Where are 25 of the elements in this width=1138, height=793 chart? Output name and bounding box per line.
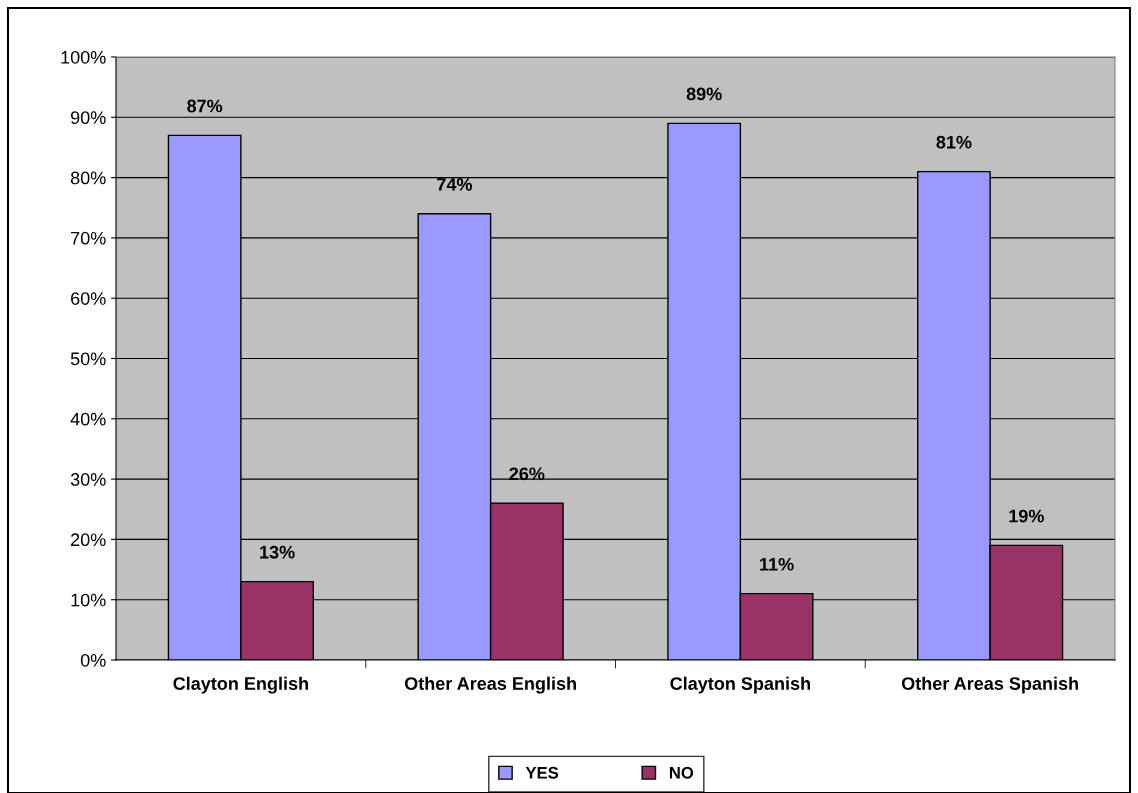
legend-label: YES: [525, 766, 559, 779]
text: 74%: [437, 178, 472, 191]
text: 26%: [509, 467, 545, 481]
y-tick-label: 90%: [70, 111, 106, 125]
y-tick-label: 100%: [61, 50, 106, 64]
text: 89%: [686, 87, 722, 101]
text: 81%: [936, 135, 972, 149]
text: 87%: [187, 99, 223, 113]
text: 11%: [760, 557, 794, 571]
y-tick-label: 40%: [70, 412, 106, 426]
text: 13%: [260, 545, 295, 559]
y-tick-label: 50%: [70, 352, 106, 366]
y-tick-label: 0%: [80, 653, 106, 667]
x-tick-label: Other Areas English: [404, 676, 576, 694]
y-tick-label: 10%: [71, 593, 106, 607]
text: 19%: [1009, 509, 1044, 523]
x-tick-label: Clayton English: [173, 676, 308, 694]
y-tick-label: 60%: [71, 292, 106, 305]
y-tick-label: 70%: [71, 231, 106, 245]
legend-label: NO: [669, 766, 694, 779]
y-tick-label: 20%: [71, 533, 106, 547]
x-tick-label: Clayton Spanish: [670, 676, 810, 694]
y-tick-label: 80%: [70, 171, 106, 185]
x-tick-label: Other Areas Spanish: [901, 676, 1078, 694]
y-tick-label: 30%: [70, 473, 106, 486]
